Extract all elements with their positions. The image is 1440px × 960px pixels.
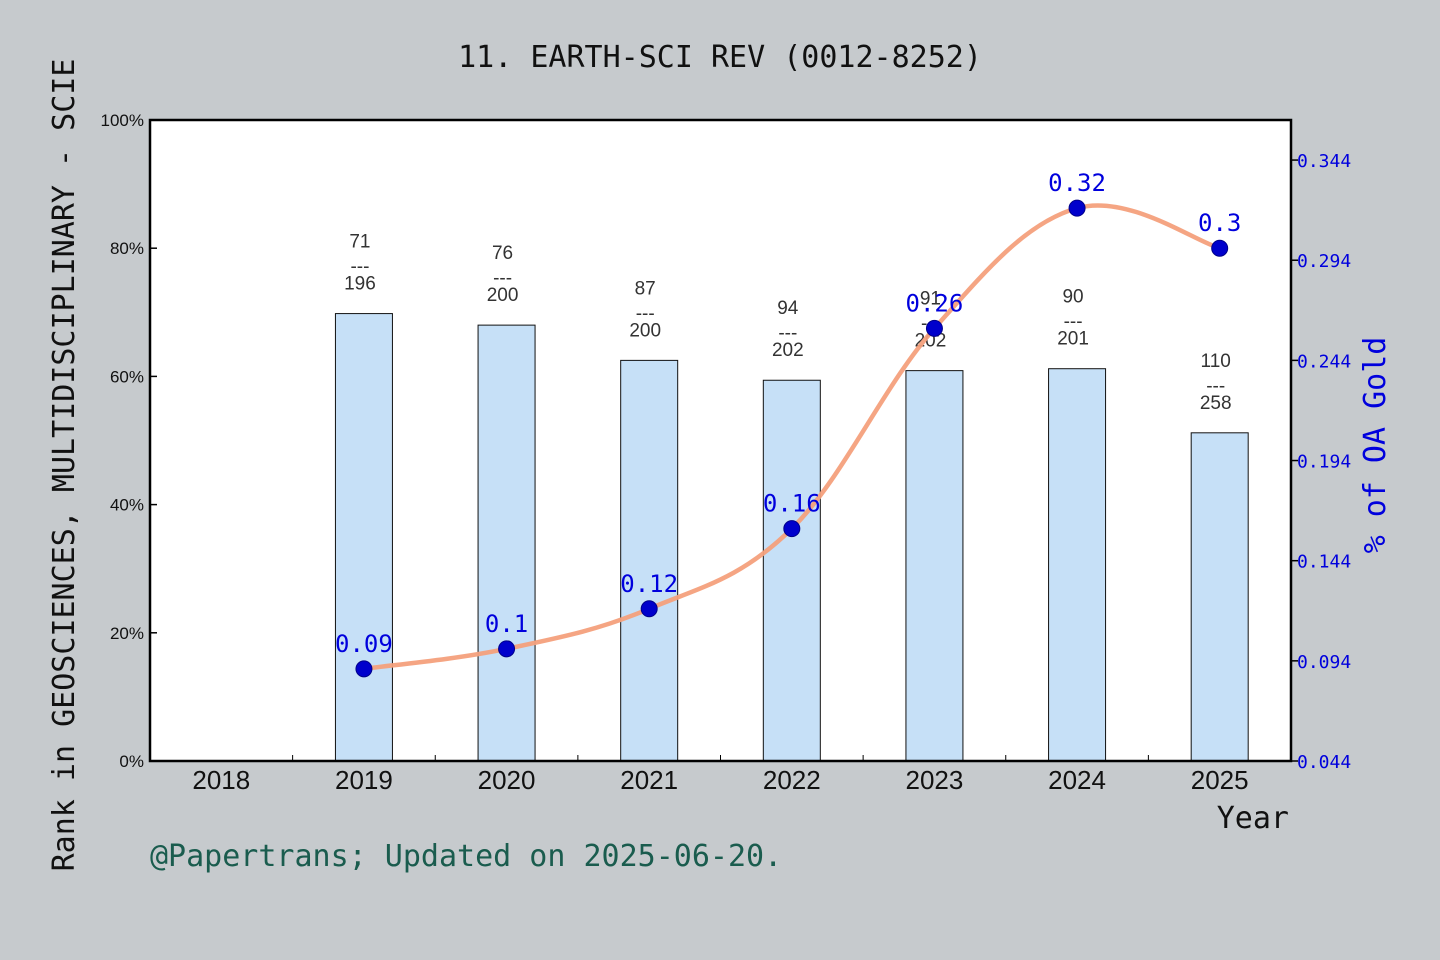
bar-labels-layer: 71---19676---20087---20094---20291---202…	[344, 232, 1231, 414]
right-tick-label: 0.144	[1297, 552, 1351, 573]
right-axis: 0.044 0.094 0.144 0.194 0.244 0.294 0.344	[1291, 151, 1351, 773]
right-tick-label: 0.044	[1297, 752, 1351, 773]
x-tick-label: 2018	[192, 765, 250, 795]
oa-gold-label-2020: 0.1	[485, 610, 528, 638]
bar-2023	[905, 370, 964, 762]
right-tick-label: 0.194	[1297, 452, 1351, 473]
left-tick-label: 60%	[110, 367, 144, 386]
bar-label-rank-2025: 110	[1201, 351, 1231, 372]
oa-gold-label-2021: 0.12	[620, 570, 678, 598]
bar-label-rank-2020: 76	[492, 243, 513, 264]
left-axis: 0% 20% 40% 60% 80% 100%	[101, 111, 157, 771]
bar-label-total-2023: 202	[915, 331, 947, 352]
bar-label-rank-2024: 90	[1062, 287, 1083, 308]
right-tick-label: 0.344	[1297, 151, 1351, 172]
bar-label-sep-2024: ---	[1064, 312, 1083, 333]
left-tick-label: 80%	[110, 239, 144, 258]
oa-gold-point-2024	[1068, 199, 1086, 217]
x-tick-label: 2019	[335, 765, 393, 795]
y-axis-label: Rank in GEOSCIENCES, MULTIDISCIPLINARY -…	[47, 59, 82, 872]
right-tick-label: 0.244	[1297, 351, 1351, 372]
right-tick-label: 0.294	[1297, 251, 1351, 272]
bar-label-rank-2019: 71	[349, 232, 370, 253]
bar-label-sep-2020: ---	[493, 268, 512, 289]
oa-gold-point-2022	[783, 520, 801, 538]
bar-label-total-2022: 202	[772, 340, 804, 361]
y2-axis-label: % of OA Gold	[1358, 337, 1393, 554]
oa-gold-label-2024: 0.32	[1048, 169, 1106, 197]
bar-2020	[477, 324, 536, 762]
right-tick-label: 0.094	[1297, 652, 1351, 673]
bar-label-rank-2023: 91	[920, 289, 941, 310]
x-tick-label: 2020	[478, 765, 536, 795]
bar-2019	[334, 313, 393, 762]
bar-2022	[762, 379, 821, 762]
oa-gold-point-2019	[355, 660, 373, 678]
point-labels-layer: 0.09 0.1 0.12 0.16 0.26 0.32 0.3	[335, 169, 1241, 658]
oa-gold-point-2020	[498, 640, 516, 658]
x-tick-label: 2024	[1048, 765, 1106, 795]
bar-2021	[620, 359, 679, 762]
oa-gold-label-2019: 0.09	[335, 630, 393, 658]
left-tick-label: 20%	[110, 624, 144, 643]
x-tick-label: 2025	[1191, 765, 1249, 795]
bar-label-total-2025: 258	[1200, 393, 1232, 414]
oa-gold-label-2022: 0.16	[763, 490, 821, 518]
bar-label-total-2019: 196	[344, 274, 376, 295]
x-axis-label: Year	[1217, 801, 1289, 836]
oa-gold-point-2021	[640, 600, 658, 618]
oa-gold-point-2023	[925, 319, 943, 337]
bar-label-sep-2019: ---	[350, 257, 369, 278]
bar-label-total-2024: 201	[1057, 329, 1089, 350]
x-tick-label: 2022	[763, 765, 821, 795]
bars-layer	[334, 313, 1249, 762]
bar-label-total-2020: 200	[487, 285, 519, 306]
bar-label-sep-2025: ---	[1206, 376, 1225, 397]
bar-label-rank-2021: 87	[635, 278, 656, 299]
oa-gold-label-2023: 0.26	[906, 289, 964, 317]
bar-2025	[1190, 432, 1249, 762]
bar-label-sep-2021: ---	[636, 303, 655, 324]
left-tick-label: 100%	[101, 111, 144, 130]
left-tick-label: 40%	[110, 496, 144, 515]
footer-note: @Papertrans; Updated on 2025-06-20.	[150, 839, 782, 874]
x-tick-label: 2021	[620, 765, 678, 795]
bar-label-total-2021: 200	[629, 320, 661, 341]
bar-label-rank-2022: 94	[777, 298, 799, 319]
bar-label-sep-2022: ---	[778, 323, 797, 344]
bar-2024	[1048, 368, 1107, 762]
oa-gold-point-2025	[1211, 239, 1229, 257]
x-tick-label: 2023	[906, 765, 964, 795]
chart-title: 11. EARTH-SCI REV (0012-8252)	[458, 40, 982, 75]
line-layer	[355, 199, 1229, 678]
plot-area	[150, 120, 1291, 761]
left-tick-label: 0%	[119, 752, 144, 771]
x-axis: 2018 2019 2020 2021 2022 2023 2024 2025	[192, 755, 1249, 795]
oa-gold-label-2025: 0.3	[1198, 209, 1241, 237]
